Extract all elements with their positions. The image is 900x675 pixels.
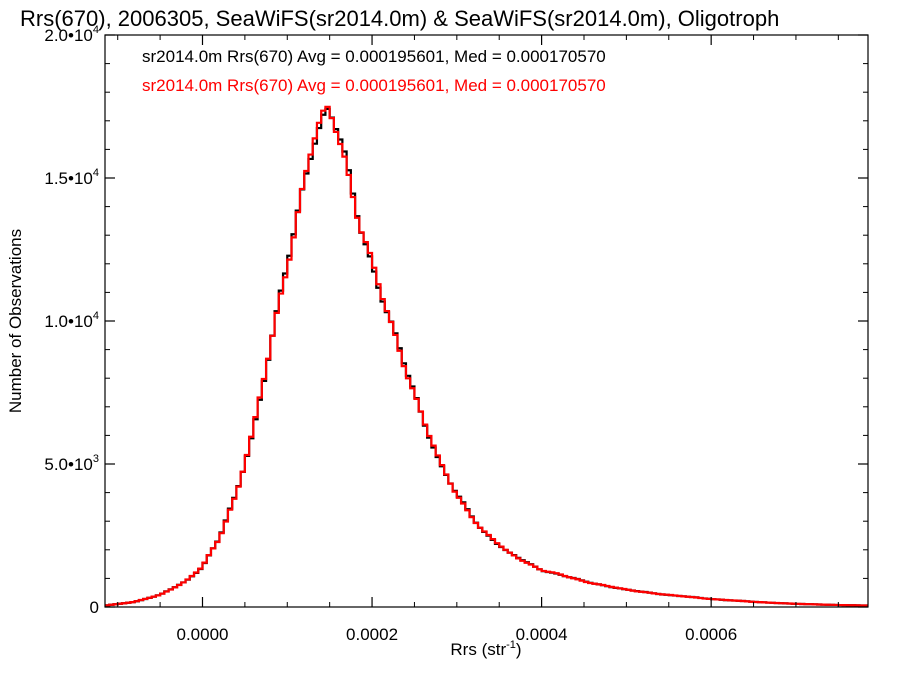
y-tick-label: 1.5•104 [44,167,99,188]
annotation-red: sr2014.0m Rrs(670) Avg = 0.000195601, Me… [142,76,606,95]
y-axis-label: Number of Observations [6,229,25,413]
y-tick-label: 1.0•104 [44,310,99,331]
y-tick-label: 5.0•103 [44,453,99,474]
x-tick-label: 0.0006 [685,625,737,644]
plot-frame [104,34,869,608]
x-tick-label: 0.0004 [516,625,568,644]
x-axis-label-tail: ) [516,640,522,659]
series-line-red [105,105,868,607]
chart-title: Rrs(670), 2006305, SeaWiFS(sr2014.0m) & … [20,6,779,31]
x-axis-label: Rrs (str-1) [450,639,521,659]
series-layer [105,105,868,607]
x-axis-label-sup: -1 [506,639,516,651]
x-tick-label: 0.0000 [176,625,228,644]
x-tick-label: 0.0002 [346,625,398,644]
x-axis-label-main: Rrs (str [450,640,506,659]
annotation-black: sr2014.0m Rrs(670) Avg = 0.000195601, Me… [142,47,606,66]
ticks-layer: 0.0000 0.0002 0.0004 0.0006 0 5.0•103 1.0•104 1… [44,24,868,644]
y-tick-label: 0 [90,598,99,617]
y-tick-label: 2.0•104 [44,24,99,45]
